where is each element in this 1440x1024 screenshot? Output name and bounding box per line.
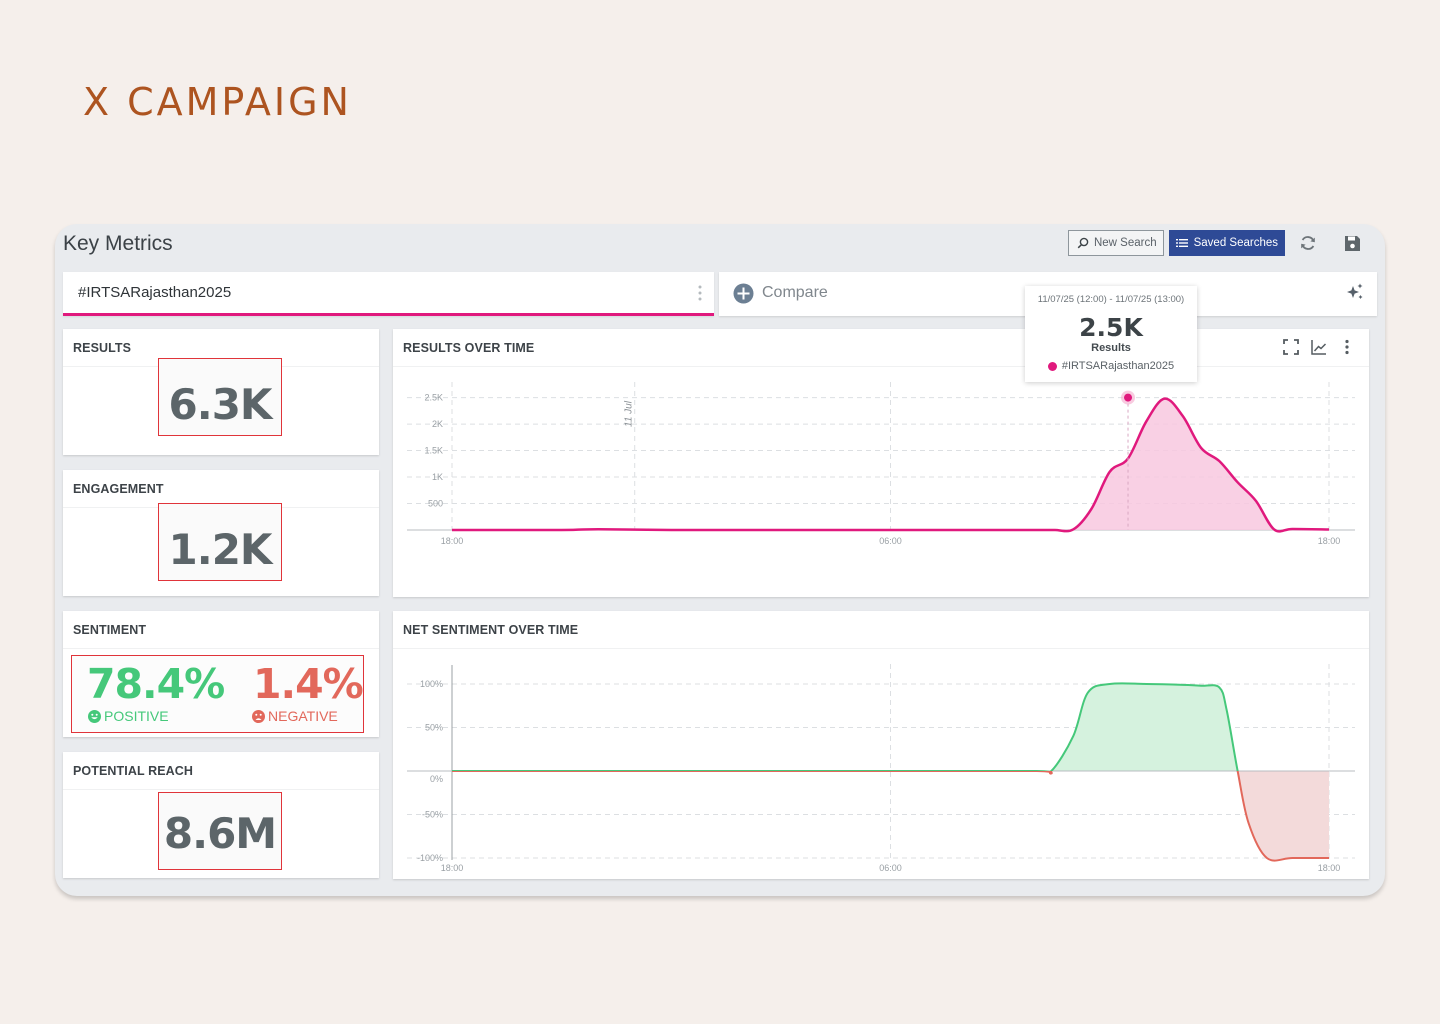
- sentiment-chart: -100% -50% 0% 50% 100% 18:00 06:00 18:00: [407, 664, 1355, 873]
- positive-line: [452, 682, 1239, 771]
- search-query: #IRTSARajasthan2025: [78, 284, 232, 301]
- chart-tooltip: 11/07/25 (12:00) - 11/07/25 (13:00) 2.5K…: [1025, 286, 1197, 382]
- list-icon: [1175, 239, 1188, 247]
- positive-indicator: POSITIVE: [88, 708, 169, 724]
- refresh-icon: [1301, 236, 1315, 250]
- series-line: [451, 397, 1330, 533]
- x-tick-label: 18:00: [1318, 536, 1341, 546]
- new-search-button[interactable]: New Search: [1067, 230, 1164, 256]
- results-over-time-card: RESULTS OVER TIME 500 1K 1.5K 2K 2.5K 18:00 06…: [393, 329, 1369, 597]
- series-area: [452, 398, 1329, 532]
- x-tick-label: 06:00: [879, 536, 902, 546]
- series-dot-icon: [1047, 361, 1057, 371]
- results-chart-title: RESULTS OVER TIME: [393, 329, 1369, 367]
- highlight-point: [1124, 393, 1133, 402]
- reach-highlight: 8.6M: [158, 792, 282, 870]
- results-highlight: 6.3K: [158, 358, 282, 436]
- save-icon: [1344, 235, 1360, 251]
- x-tick-label: 18:00: [441, 863, 464, 873]
- sentiment-chart-title: NET SENTIMENT OVER TIME: [393, 611, 1369, 649]
- results-chart: 500 1K 1.5K 2K 2.5K 18:00 06:00 18:00 11 Jul: [407, 382, 1355, 546]
- search-tab[interactable]: #IRTSARajasthan2025: [63, 272, 714, 316]
- toolbar: New Search Saved Searches: [1067, 230, 1367, 256]
- sentiment-highlight: 78.4% POSITIVE 1.4% NEGATIVE: [71, 655, 364, 733]
- reach-card: POTENTIAL REACH 8.6M: [63, 752, 379, 878]
- y-tick-label: 1K: [432, 472, 443, 482]
- search-icon: [1077, 237, 1089, 249]
- tooltip-series-name: #IRTSARajasthan2025: [1061, 360, 1175, 372]
- results-value: 6.3K: [168, 379, 273, 429]
- dashboard-frame: Key Metrics New Search Saved Searches #I…: [55, 224, 1385, 896]
- tooltip-value: 2.5K: [1079, 313, 1143, 342]
- y-tick-label: 2.5K: [424, 393, 443, 403]
- sparkle-icon[interactable]: [1345, 282, 1365, 307]
- sentiment-card: SENTIMENT 78.4% POSITIVE 1.4% NEGATIVE: [63, 611, 379, 737]
- positive-area: [452, 683, 1329, 771]
- y-tick-label: 500: [428, 499, 443, 509]
- positive-value: 78.4%: [87, 660, 225, 708]
- tooltip-unit: Results: [1091, 342, 1131, 354]
- saved-searches-label: Saved Searches: [1193, 237, 1278, 249]
- reach-label: POTENTIAL REACH: [63, 752, 379, 790]
- engagement-value: 1.2K: [168, 524, 273, 574]
- x-tick-label: 18:00: [441, 536, 464, 546]
- x-tick-label: 06:00: [879, 863, 902, 873]
- positive-label: POSITIVE: [104, 708, 169, 724]
- dashboard-title: Key Metrics: [63, 232, 173, 255]
- sad-face-icon: [252, 709, 265, 723]
- save-button[interactable]: [1337, 230, 1367, 256]
- y-tick-label: -100%: [417, 853, 443, 863]
- negative-indicator: NEGATIVE: [252, 708, 338, 724]
- chart-actions: [1283, 338, 1355, 356]
- tooltip-range: 11/07/25 (12:00) - 11/07/25 (13:00): [1037, 294, 1185, 305]
- y-tick-label: 2K: [432, 419, 443, 429]
- sentiment-over-time-card: NET SENTIMENT OVER TIME -100% -50% 0% 50% 10…: [393, 611, 1369, 879]
- chart-type-icon[interactable]: [1311, 338, 1327, 356]
- sentiment-label: SENTIMENT: [63, 611, 379, 649]
- results-card: RESULTS 6.3K: [63, 329, 379, 455]
- saved-searches-button[interactable]: Saved Searches: [1168, 230, 1285, 256]
- y-tick-label: 1.5K: [424, 446, 443, 456]
- y-tick-label: 50%: [425, 723, 443, 733]
- y-tick-label: 100%: [420, 679, 443, 689]
- reach-value: 8.6M: [163, 808, 277, 858]
- x-tick-label: 18:00: [1318, 863, 1341, 873]
- date-marker-label: 11 Jul: [624, 400, 635, 427]
- tooltip-series: #IRTSARajasthan2025: [1025, 360, 1197, 372]
- happy-face-icon: [88, 709, 101, 723]
- y-tick-label: -50%: [422, 810, 443, 820]
- negative-line: [452, 771, 1329, 862]
- more-options-icon[interactable]: [1339, 338, 1355, 356]
- y-tick-label: 0%: [430, 774, 443, 784]
- plus-circle-icon: [733, 283, 754, 309]
- negative-label: NEGATIVE: [268, 708, 338, 724]
- engagement-highlight: 1.2K: [158, 503, 282, 581]
- kebab-icon[interactable]: [698, 284, 702, 307]
- negative-value: 1.4%: [253, 660, 364, 708]
- page-title: X CAMPAIGN: [83, 80, 352, 124]
- fullscreen-icon[interactable]: [1283, 338, 1299, 356]
- refresh-button[interactable]: [1293, 230, 1323, 256]
- engagement-card: ENGAGEMENT 1.2K: [63, 470, 379, 596]
- new-search-label: New Search: [1093, 237, 1157, 249]
- negative-area: [452, 771, 1329, 861]
- compare-label: Compare: [762, 284, 828, 301]
